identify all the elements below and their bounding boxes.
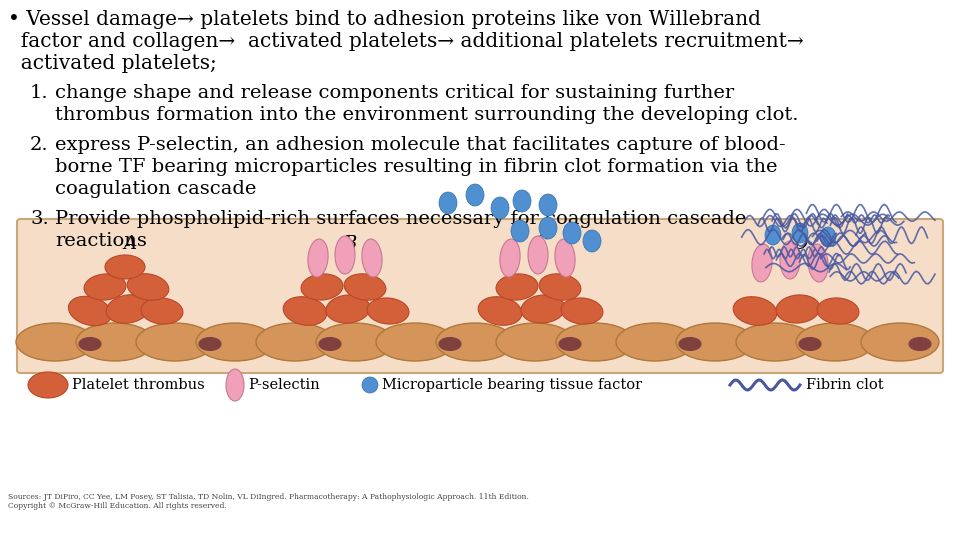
Text: reactions: reactions	[55, 232, 147, 250]
Ellipse shape	[796, 323, 874, 361]
Text: 1.: 1.	[30, 84, 49, 102]
Ellipse shape	[799, 338, 821, 350]
Text: C: C	[533, 235, 547, 253]
Ellipse shape	[733, 296, 777, 325]
Ellipse shape	[765, 225, 781, 245]
Ellipse shape	[511, 220, 529, 242]
Ellipse shape	[76, 323, 154, 361]
Ellipse shape	[792, 223, 808, 243]
Ellipse shape	[513, 190, 531, 212]
Ellipse shape	[539, 217, 557, 239]
Ellipse shape	[326, 295, 370, 323]
Text: Sources: JT DiPiro, CC Yee, LM Posey, ST Talisia, TD Nolin, VL DiIngred. Pharmac: Sources: JT DiPiro, CC Yee, LM Posey, ST…	[8, 493, 529, 510]
Text: Platelet thrombus: Platelet thrombus	[72, 378, 204, 392]
Ellipse shape	[556, 323, 634, 361]
Ellipse shape	[559, 338, 581, 350]
Text: D: D	[793, 235, 807, 253]
Ellipse shape	[141, 298, 183, 324]
Ellipse shape	[540, 274, 581, 300]
Ellipse shape	[466, 184, 484, 206]
Ellipse shape	[528, 236, 548, 274]
Ellipse shape	[344, 274, 386, 300]
Ellipse shape	[367, 298, 409, 324]
Ellipse shape	[861, 323, 939, 361]
Text: borne TF bearing microparticles resulting in fibrin clot formation via the: borne TF bearing microparticles resultin…	[55, 158, 778, 176]
Text: thrombus formation into the environment surrounding the developing clot.: thrombus formation into the environment …	[55, 106, 799, 124]
Ellipse shape	[478, 296, 522, 325]
Ellipse shape	[79, 338, 101, 350]
Ellipse shape	[68, 296, 111, 326]
Ellipse shape	[376, 323, 454, 361]
Text: A: A	[124, 235, 136, 253]
Ellipse shape	[362, 239, 382, 277]
Text: change shape and release components critical for sustaining further: change shape and release components crit…	[55, 84, 734, 102]
Ellipse shape	[335, 236, 355, 274]
Ellipse shape	[583, 230, 601, 252]
FancyBboxPatch shape	[17, 219, 943, 373]
Ellipse shape	[561, 298, 603, 324]
Ellipse shape	[308, 239, 328, 277]
Ellipse shape	[820, 227, 836, 247]
Ellipse shape	[496, 274, 538, 300]
Ellipse shape	[316, 323, 394, 361]
Ellipse shape	[439, 192, 457, 214]
Ellipse shape	[676, 323, 754, 361]
Ellipse shape	[500, 239, 520, 277]
Ellipse shape	[563, 222, 581, 244]
Ellipse shape	[127, 274, 169, 300]
Ellipse shape	[301, 274, 343, 300]
Ellipse shape	[226, 369, 244, 401]
Ellipse shape	[808, 244, 828, 282]
Ellipse shape	[105, 255, 145, 279]
Ellipse shape	[776, 295, 820, 323]
Ellipse shape	[539, 194, 557, 216]
Text: Microparticle bearing tissue factor: Microparticle bearing tissue factor	[382, 378, 642, 392]
Ellipse shape	[28, 372, 68, 398]
Text: Provide phospholipid-rich surfaces necessary for coagulation cascade: Provide phospholipid-rich surfaces neces…	[55, 210, 746, 228]
Ellipse shape	[136, 323, 214, 361]
Ellipse shape	[256, 323, 334, 361]
Text: activated platelets;: activated platelets;	[8, 54, 217, 73]
Ellipse shape	[199, 338, 221, 350]
Text: • Vessel damage→ platelets bind to adhesion proteins like von Willebrand: • Vessel damage→ platelets bind to adhes…	[8, 10, 761, 29]
Ellipse shape	[736, 323, 814, 361]
Ellipse shape	[521, 295, 564, 323]
Ellipse shape	[817, 298, 859, 324]
Ellipse shape	[909, 338, 931, 350]
Ellipse shape	[362, 377, 378, 393]
Ellipse shape	[491, 197, 509, 219]
Ellipse shape	[439, 338, 461, 350]
Ellipse shape	[616, 323, 694, 361]
Ellipse shape	[555, 239, 575, 277]
Text: B: B	[344, 235, 356, 253]
Text: P-selectin: P-selectin	[248, 378, 320, 392]
Ellipse shape	[84, 274, 126, 300]
Ellipse shape	[283, 296, 326, 325]
Ellipse shape	[107, 295, 150, 323]
Ellipse shape	[196, 323, 274, 361]
Ellipse shape	[679, 338, 701, 350]
Ellipse shape	[319, 338, 341, 350]
Text: coagulation cascade: coagulation cascade	[55, 180, 256, 198]
Ellipse shape	[752, 244, 772, 282]
Ellipse shape	[436, 323, 514, 361]
Text: Fibrin clot: Fibrin clot	[806, 378, 883, 392]
Text: express P-selectin, an adhesion molecule that facilitates capture of blood-: express P-selectin, an adhesion molecule…	[55, 136, 785, 154]
Ellipse shape	[780, 241, 800, 279]
Ellipse shape	[16, 323, 94, 361]
Ellipse shape	[496, 323, 574, 361]
Text: 3.: 3.	[30, 210, 49, 228]
Text: 2.: 2.	[30, 136, 49, 154]
Text: factor and collagen→  activated platelets→ additional platelets recruitment→: factor and collagen→ activated platelets…	[8, 32, 804, 51]
